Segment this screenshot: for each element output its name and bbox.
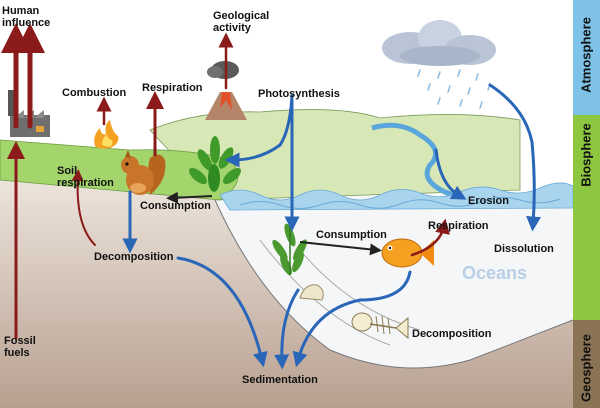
soil-respiration-label: Soil respiration — [57, 165, 114, 189]
cloud-icon — [382, 20, 496, 66]
respiration-land-label: Respiration — [142, 82, 203, 94]
fossil-fuels-label: Fossil fuels — [4, 335, 36, 359]
fish-skeleton-icon — [351, 312, 409, 340]
ocean-surface — [219, 182, 574, 211]
uptake-arrows — [122, 83, 542, 370]
sedimentation-land-arrow — [176, 256, 268, 368]
shell-icon — [299, 284, 324, 301]
combustion-label: Combustion — [62, 87, 127, 99]
geosphere-band — [573, 320, 600, 408]
oceans-label: Oceans — [462, 263, 528, 283]
geosphere-label: Geosphere — [578, 334, 594, 402]
consumption-ocean-label: Consumption — [316, 229, 387, 241]
biosphere-band — [573, 115, 600, 320]
erosion-arrow — [434, 148, 467, 200]
squirrel-icon — [121, 150, 166, 195]
fish-icon — [381, 238, 434, 268]
rain-icon — [417, 69, 491, 109]
dissolution-label: Dissolution — [494, 243, 554, 255]
consumption-ocean-arrow — [299, 241, 382, 256]
consumption-land-arrow — [166, 191, 213, 204]
soil-respiration-arrow — [71, 169, 96, 246]
erosion-label: Erosion — [468, 195, 509, 207]
biosphere-label: Biosphere — [578, 123, 594, 187]
release-arrows — [0, 23, 450, 340]
atmosphere-band — [573, 0, 600, 115]
photosynthesis-label: Photosynthesis — [258, 88, 340, 100]
ocean-basin — [215, 192, 573, 368]
respiration-ocean-arrow — [410, 218, 450, 257]
decomposition-land-label: Decomposition — [94, 251, 174, 263]
sedimentation-label: Sedimentation — [242, 374, 318, 386]
dissolution-arrow — [488, 83, 542, 232]
seaweed-icon — [272, 223, 307, 276]
consumption-land-label: Consumption — [140, 200, 211, 212]
sedimentation-shell-arrow — [274, 288, 300, 370]
fire-icon — [94, 120, 119, 149]
decomposition-ocean-label: Decomposition — [412, 328, 492, 340]
sedimentation-ocean-arrow — [292, 270, 412, 368]
plant-icon — [188, 136, 242, 192]
ocean-floor-line — [214, 199, 574, 369]
human-influence-label: Human influence — [2, 5, 51, 29]
atmosphere-label: Atmosphere — [578, 17, 594, 93]
geological-activity-label: Geological activity — [213, 10, 270, 34]
respiration-ocean-label: Respiration — [428, 220, 489, 232]
photosynthesis-land-arrow — [224, 94, 294, 168]
